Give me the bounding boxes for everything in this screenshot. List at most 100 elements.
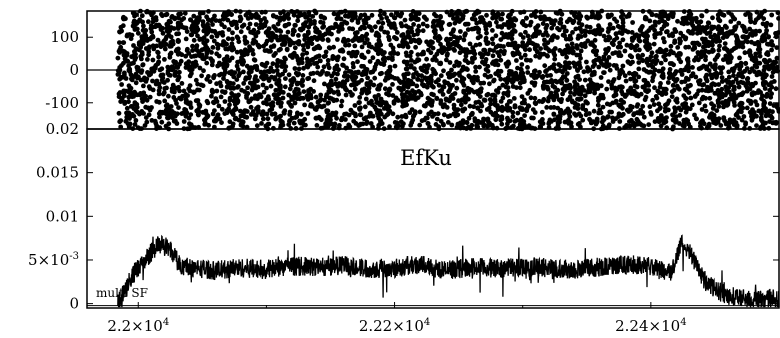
scatter-point: [333, 110, 339, 116]
scatter-point: [264, 38, 270, 44]
scatter-point: [496, 13, 501, 18]
scatter-point: [505, 117, 511, 123]
scatter-point: [536, 98, 542, 104]
scatter-point: [201, 68, 206, 74]
scatter-point: [117, 29, 122, 35]
scatter-point: [686, 90, 692, 95]
scatter-point: [502, 48, 507, 54]
scatter-point: [280, 71, 285, 77]
scatter-point: [342, 81, 347, 86]
scatter-point: [709, 82, 715, 87]
scatter-point: [717, 95, 722, 101]
scatter-point: [630, 120, 636, 126]
scatter-point: [754, 64, 760, 70]
scatter-point: [411, 72, 416, 78]
scatter-point: [748, 82, 754, 88]
scatter-point: [306, 30, 311, 36]
scatter-point: [264, 48, 270, 53]
scatter-point: [473, 64, 478, 70]
scatter-point: [131, 43, 136, 48]
scatter-point: [168, 19, 173, 25]
scatter-point: [195, 81, 201, 87]
scatter-point: [704, 31, 710, 36]
scatter-point: [260, 116, 266, 122]
scatter-point: [475, 91, 481, 97]
scatter-point: [574, 43, 580, 48]
scatter-point: [219, 120, 224, 125]
scatter-point: [313, 55, 319, 60]
scatter-point: [575, 96, 580, 102]
scatter-point: [454, 85, 460, 91]
scatter-point: [733, 76, 739, 82]
scatter-point: [280, 60, 286, 65]
scatter-point: [744, 82, 749, 87]
scatter-point: [620, 20, 626, 26]
scatter-point: [717, 43, 722, 49]
scatter-point: [355, 70, 361, 76]
scatter-point: [403, 99, 409, 105]
scatter-point: [205, 17, 211, 23]
scatter-point: [589, 84, 595, 90]
scatter-point: [548, 73, 553, 78]
scatter-point: [362, 55, 367, 61]
scatter-point: [438, 118, 444, 124]
scatter-point: [176, 75, 182, 80]
scatter-point: [187, 73, 193, 79]
scatter-point: [170, 115, 175, 121]
scatter-point: [322, 81, 327, 87]
scatter-point: [563, 36, 569, 42]
scatter-point: [514, 117, 520, 123]
scatter-point: [447, 113, 453, 119]
scatter-point: [663, 106, 668, 111]
scatter-point: [544, 68, 549, 73]
scatter-point: [596, 29, 602, 35]
scatter-point: [582, 77, 588, 83]
scatter-point: [306, 88, 311, 93]
scatter-point: [622, 94, 628, 99]
scatter-point: [128, 36, 134, 42]
scatter-point: [264, 60, 270, 66]
scatter-point: [241, 69, 246, 75]
scatter-point: [330, 97, 336, 102]
scatter-point: [239, 121, 245, 127]
scatter-point: [121, 88, 127, 94]
scatter-point: [680, 102, 685, 108]
bottom-series: [117, 234, 780, 309]
scatter-point: [149, 105, 154, 110]
scatter-point: [566, 60, 572, 66]
scatter-point: [527, 47, 532, 53]
scatter-point: [314, 44, 319, 50]
scatter-point: [584, 59, 589, 65]
scatter-point: [578, 96, 584, 102]
scatter-point: [187, 100, 193, 106]
scatter-point: [305, 76, 310, 82]
scatter-point: [154, 43, 160, 49]
scatter-point: [763, 109, 769, 115]
scatter-point: [172, 89, 177, 95]
scatter-point: [440, 84, 446, 90]
scatter-point: [418, 65, 424, 71]
scatter-point: [506, 71, 512, 77]
scatter-point: [459, 98, 464, 103]
scatter-point: [651, 102, 657, 107]
scatter-point: [700, 36, 705, 42]
scatter-point: [590, 11, 595, 17]
scatter-point: [668, 48, 674, 54]
scatter-point: [159, 119, 165, 125]
scatter-point: [352, 111, 358, 117]
scatter-point: [545, 86, 551, 92]
scatter-point: [352, 15, 358, 20]
scatter-point: [447, 12, 453, 18]
scatter-point: [398, 80, 404, 85]
scatter-point: [652, 85, 657, 91]
scatter-point: [522, 113, 527, 118]
scatter-point: [623, 78, 629, 84]
scatter-point: [613, 92, 619, 98]
scatter-point: [618, 14, 624, 20]
scatter-point: [536, 73, 541, 78]
scatter-point: [741, 25, 747, 31]
scatter-point: [518, 32, 523, 37]
scatter-point: [338, 103, 344, 109]
scatter-point: [157, 67, 163, 73]
scatter-point: [478, 86, 484, 92]
